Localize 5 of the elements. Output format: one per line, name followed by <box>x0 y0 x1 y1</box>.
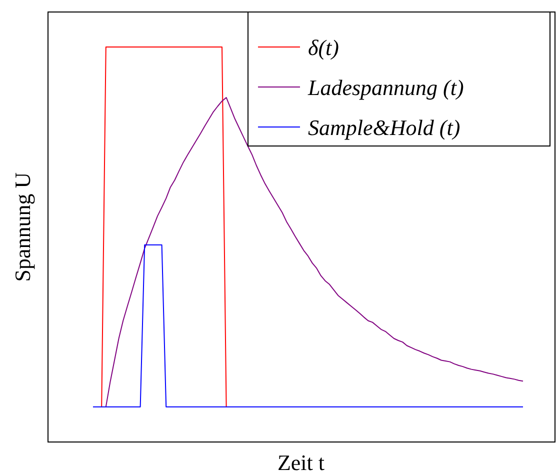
legend-label: Sample&Hold (t) <box>308 115 460 140</box>
x-axis-title: Zeit t <box>277 450 325 475</box>
y-axis-title: Spannung U <box>10 172 35 282</box>
legend-label: δ(t) <box>308 35 339 60</box>
legend-label: Ladespannung (t) <box>307 75 464 100</box>
